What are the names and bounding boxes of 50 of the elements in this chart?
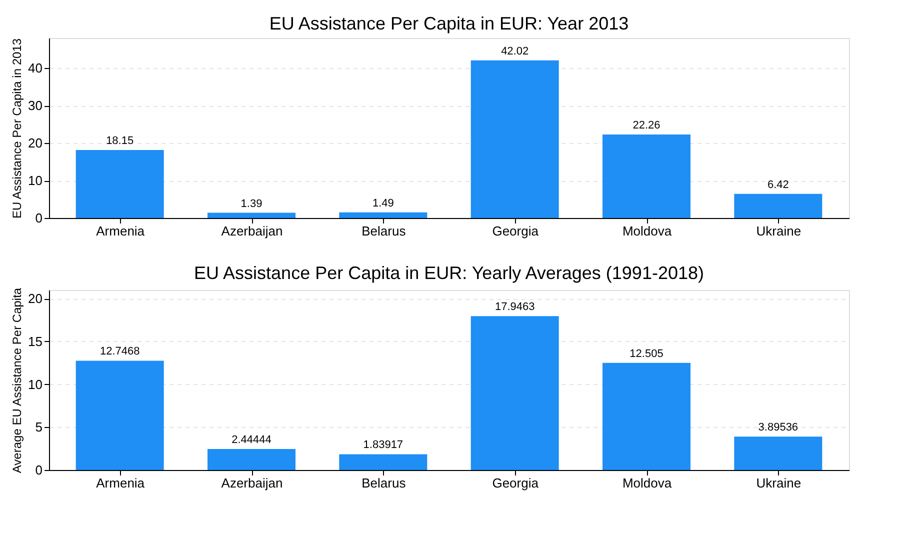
bar (470, 60, 559, 218)
bar (339, 454, 428, 470)
x-tick-label: Azerbaijan (221, 476, 283, 490)
bar (734, 436, 822, 470)
x-tick-label: Georgia (492, 476, 540, 490)
x-tick-label: Ukraine (756, 476, 802, 490)
x-tick-label: Georgia (492, 224, 540, 238)
data-label: 1.49 (372, 197, 394, 210)
chart-title: EU Assistance Per Capita in EUR: Year 2013 (269, 14, 629, 34)
bar (339, 212, 428, 218)
x-tick-label: Armenia (96, 476, 146, 490)
data-label: 12.7468 (100, 346, 140, 358)
data-label: 6.42 (767, 178, 789, 191)
x-tick-label: Moldova (622, 224, 672, 238)
bar (734, 194, 822, 218)
bar (602, 362, 690, 470)
y-tick-label: 5 (35, 420, 42, 435)
bar (602, 134, 690, 218)
x-tick-label: Azerbaijan (221, 224, 283, 238)
y-tick-label: 20 (28, 136, 42, 150)
bar (76, 360, 164, 470)
bar (76, 150, 164, 218)
y-tick-label: 0 (35, 210, 42, 226)
bar (470, 316, 559, 470)
data-label: 18.15 (106, 134, 134, 147)
y-tick-label: 10 (28, 376, 42, 392)
data-label: 42.02 (501, 45, 529, 58)
y-axis-title: Average EU Assistance Per Capita (10, 288, 24, 474)
data-label: 22.26 (632, 120, 660, 132)
y-tick-label: 10 (28, 173, 42, 188)
bar (208, 212, 296, 218)
x-tick-label: Moldova (622, 476, 672, 490)
data-label: 1.39 (240, 198, 262, 210)
y-tick-label: 30 (28, 98, 42, 113)
data-label: 2.44444 (232, 434, 272, 446)
data-label: 12.505 (630, 348, 664, 360)
data-label: 3.89536 (758, 422, 798, 434)
x-tick-label: Belarus (362, 224, 406, 238)
y-tick-label: 15 (28, 334, 42, 349)
chart-title: EU Assistance Per Capita in EUR: Yearly Averages (1991-2018) (194, 263, 704, 284)
y-tick-label: 40 (28, 60, 42, 76)
bar (208, 449, 296, 470)
x-tick-label: Armenia (96, 224, 146, 238)
x-tick-label: Belarus (362, 476, 406, 490)
x-tick-label: Ukraine (756, 224, 802, 238)
y-tick-label: 0 (35, 462, 42, 478)
data-label: 17.9463 (494, 301, 535, 314)
data-label: 1.83917 (363, 439, 404, 452)
y-axis-title: EU Assistance Per Capita in 2013 (10, 38, 24, 219)
y-tick-label: 20 (28, 291, 42, 306)
